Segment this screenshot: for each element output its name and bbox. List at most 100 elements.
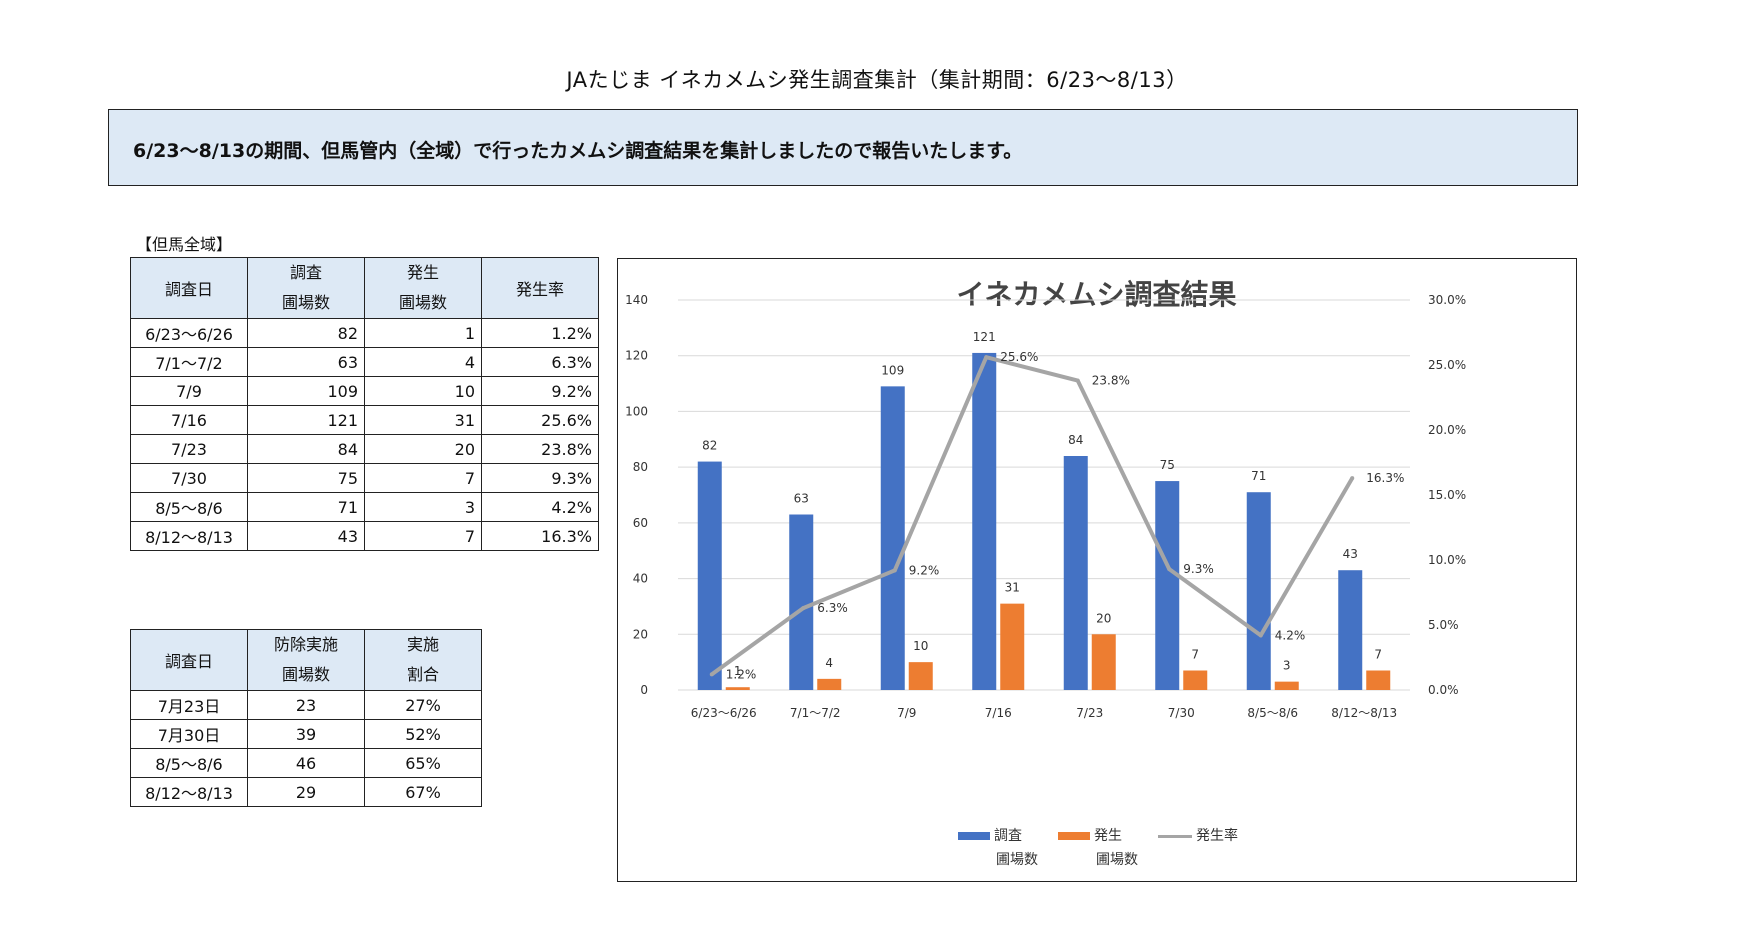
- rate-data-label: 9.2%: [909, 563, 940, 577]
- cell-occurred: 31: [364, 405, 482, 435]
- bar-data-label: 1: [734, 664, 742, 678]
- legend-occurred: 発生 圃場数: [1058, 825, 1138, 869]
- cell-date: 7/1～7/2: [130, 347, 248, 377]
- cell-surveyed: 71: [247, 492, 365, 522]
- bar-data-label: 3: [1283, 659, 1291, 673]
- bar-data-label: 4: [825, 656, 833, 670]
- bar-data-label: 10: [913, 639, 928, 653]
- rate-point: [1075, 378, 1080, 383]
- y-left-tick-label: 20: [633, 627, 648, 641]
- y-left-tick-label: 140: [625, 293, 648, 307]
- rate-point: [1167, 567, 1172, 572]
- bar-occurred: [1000, 603, 1025, 690]
- rate-point: [892, 568, 897, 573]
- cell-date: 7/9: [130, 376, 248, 406]
- table-row: 7/1～7/2 63 4 6.3%: [130, 347, 599, 377]
- cell-ratio: 65%: [364, 748, 482, 778]
- bar-data-label: 71: [1251, 469, 1266, 483]
- rate-data-label: 16.3%: [1366, 471, 1404, 485]
- y-left-tick-label: 120: [625, 349, 648, 363]
- chart-title: イネカメムシ調査結果: [956, 278, 1237, 311]
- cell-occurred: 4: [364, 347, 482, 377]
- cell-date: 7/16: [130, 405, 248, 435]
- bar-surveyed: [880, 386, 905, 690]
- rate-data-label: 6.3%: [817, 601, 848, 615]
- bar-data-label: 20: [1096, 611, 1111, 625]
- cell-date: 8/5～8/6: [130, 492, 248, 522]
- x-tick-label: 7/1～7/2: [790, 706, 841, 720]
- cell-ratio: 27%: [364, 690, 482, 720]
- cell-count: 46: [247, 748, 365, 778]
- x-tick-label: 8/12～8/13: [1331, 706, 1397, 720]
- y-left-tick-label: 60: [633, 516, 648, 530]
- cell-date: 7/30: [130, 463, 248, 493]
- bar-data-label: 109: [881, 363, 904, 377]
- chart-plot: 0204060801001201400.0%5.0%10.0%15.0%20.0…: [625, 293, 1466, 720]
- cell-rate: 23.8%: [481, 434, 599, 464]
- rate-point: [1258, 633, 1263, 638]
- cell-date: 7月30日: [130, 719, 248, 749]
- bar-occurred: [1183, 670, 1208, 690]
- bar-occurred: [725, 687, 750, 690]
- cell-surveyed: 63: [247, 347, 365, 377]
- y-right-tick-label: 5.0%: [1428, 618, 1459, 632]
- header-control-ratio: 実施 割合: [364, 629, 482, 691]
- bar-data-label: 121: [973, 330, 996, 344]
- header-control-fields: 防除実施 圃場数: [247, 629, 365, 691]
- region-label: 【但馬全域】: [136, 235, 233, 254]
- table-row: 8/5～8/6 71 3 4.2%: [130, 492, 599, 522]
- y-right-tick-label: 25.0%: [1428, 358, 1466, 372]
- survey-chart: イネカメムシ調査結果 0 20 40 60 80 100 120 140 0.0% 5.0% 10.…: [617, 258, 1577, 882]
- y-left-tick-label: 0: [640, 683, 648, 697]
- x-tick-label: 7/9: [897, 706, 916, 720]
- cell-occurred: 3: [364, 492, 482, 522]
- legend-swatch-rate: [1158, 834, 1192, 838]
- y-right-tick-label: 15.0%: [1428, 488, 1466, 502]
- cell-surveyed: 75: [247, 463, 365, 493]
- y-left-tick-label: 80: [633, 460, 648, 474]
- bar-surveyed: [1155, 481, 1180, 690]
- summary-banner: 6/23～8/13の期間、但馬管内（全域）で行ったカメムシ調査結果を集計しました…: [108, 109, 1578, 186]
- bar-surveyed: [789, 514, 814, 690]
- rate-point: [709, 672, 714, 677]
- survey-results-table: 調査日 調査 圃場数 発生 圃場数 発生率 6/23～6/26 82 1 1.2% 7/1～…: [130, 257, 599, 551]
- table-row: 7月30日 39 52%: [130, 719, 482, 749]
- legend-swatch-occurred: [1058, 832, 1090, 840]
- cell-count: 39: [247, 719, 365, 749]
- cell-occurred: 1: [364, 318, 482, 348]
- rate-point: [984, 355, 989, 360]
- cell-ratio: 67%: [364, 777, 482, 807]
- y-right-tick-label: 30.0%: [1428, 293, 1466, 307]
- rate-data-label: 25.6%: [1000, 350, 1038, 364]
- cell-rate: 9.3%: [481, 463, 599, 493]
- y-right-tick-label: 20.0%: [1428, 423, 1466, 437]
- bar-occurred: [1091, 634, 1116, 690]
- cell-rate: 1.2%: [481, 318, 599, 348]
- y-right-tick-label: 0.0%: [1428, 683, 1459, 697]
- bar-surveyed: [1063, 456, 1088, 690]
- cell-date: 8/12～8/13: [130, 521, 248, 551]
- legend-surveyed: 調査 圃場数: [958, 825, 1038, 869]
- cell-surveyed: 109: [247, 376, 365, 406]
- control-measures-body: 7月23日 23 27% 7月30日 39 52% 8/5～8/6 46 65% 8/12～8/1…: [130, 690, 482, 807]
- cell-rate: 6.3%: [481, 347, 599, 377]
- bar-occurred: [1366, 670, 1391, 690]
- header-survey-date: 調査日: [130, 257, 248, 319]
- rate-data-label: 23.8%: [1092, 374, 1130, 388]
- cell-count: 23: [247, 690, 365, 720]
- bar-surveyed: [1338, 570, 1363, 690]
- bar-occurred: [908, 662, 933, 690]
- legend-rate: 発生率: [1158, 825, 1238, 845]
- page-title: JAたじま イネカメムシ発生調査集計（集計期間：6/23～8/13）: [566, 68, 1188, 92]
- rate-data-label: 1.2%: [726, 667, 757, 681]
- header-occurrence-rate: 発生率: [481, 257, 599, 319]
- cell-rate: 25.6%: [481, 405, 599, 435]
- cell-rate: 16.3%: [481, 521, 599, 551]
- table-row: 7/9 109 10 9.2%: [130, 376, 599, 406]
- cell-date: 8/12～8/13: [130, 777, 248, 807]
- cell-date: 8/5～8/6: [130, 748, 248, 778]
- legend-swatch-surveyed: [958, 832, 990, 840]
- bar-occurred: [817, 678, 842, 690]
- header-occurred-fields: 発生 圃場数: [364, 257, 482, 319]
- y-right-tick-label: 10.0%: [1428, 553, 1466, 567]
